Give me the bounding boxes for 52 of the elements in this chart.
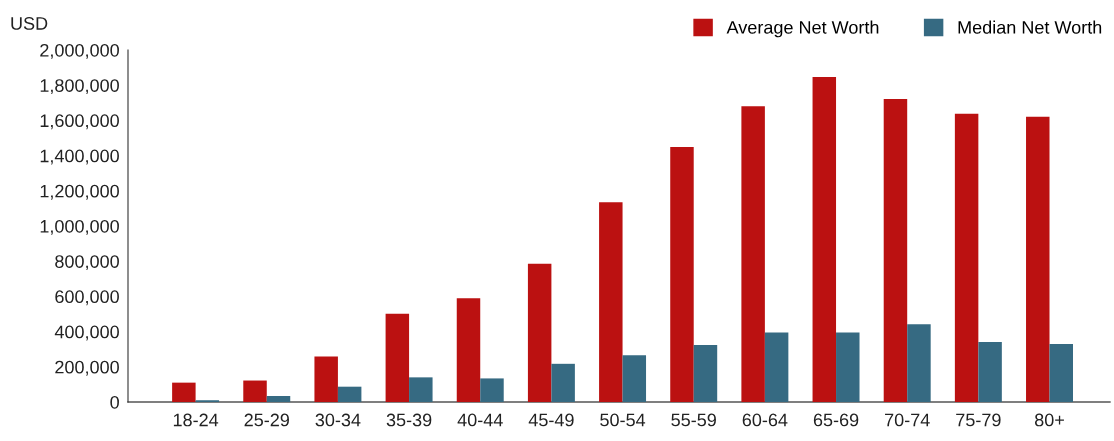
bar	[622, 355, 647, 402]
bar	[409, 377, 433, 402]
bar	[456, 298, 481, 402]
bar	[243, 380, 267, 402]
x-tick-label: 40-44	[457, 413, 503, 427]
x-tick-label: 60-64	[742, 413, 788, 427]
bar	[978, 341, 1002, 402]
x-tick-label: 65-69	[813, 413, 859, 427]
x-tick-label: 30-34	[315, 413, 361, 427]
bar	[954, 113, 979, 402]
x-tick-label: 35-39	[386, 413, 432, 427]
bar	[172, 382, 196, 402]
x-tick-label: 45-49	[528, 413, 574, 427]
x-tick-label: 18-24	[173, 413, 219, 427]
bar	[551, 363, 575, 402]
y-tick-label: 1,600,000	[40, 114, 119, 130]
y-tick-label: 1,800,000	[40, 79, 119, 95]
y-tick-label: 2,000,000	[40, 43, 119, 59]
bar	[599, 202, 623, 402]
y-tick-label: 1,200,000	[40, 184, 119, 200]
x-tick-label: 50-54	[600, 413, 646, 427]
y-tick-label: 200,000	[55, 360, 119, 376]
bar	[812, 77, 837, 402]
bar	[1026, 116, 1050, 402]
bar	[527, 263, 552, 402]
x-tick-label: 25-29	[244, 413, 289, 427]
legend-label: Median Net Worth	[958, 20, 1102, 34]
bar	[385, 313, 410, 402]
bar	[883, 99, 908, 402]
x-tick-label: 70-74	[885, 413, 930, 427]
y-tick-label: 1,400,000	[40, 149, 119, 165]
x-tick-label: 55-59	[671, 413, 716, 427]
x-tick-label: 80+	[1034, 413, 1064, 427]
y-axis-title: USD	[11, 17, 48, 30]
y-tick-label: 800,000	[55, 255, 119, 271]
y-tick-label: 0	[110, 395, 119, 409]
bar	[670, 146, 694, 402]
x-tick-label: 75-79	[956, 413, 1001, 427]
y-tick-label: 1,000,000	[40, 219, 119, 235]
bar	[314, 356, 338, 402]
legend-label: Average Net Worth	[726, 20, 879, 38]
y-tick-label: 600,000	[55, 290, 119, 306]
y-tick-label: 400,000	[54, 325, 119, 341]
bar	[266, 396, 291, 402]
bar	[907, 324, 931, 402]
bar	[693, 344, 718, 402]
bar	[836, 332, 860, 402]
bar	[1049, 343, 1073, 402]
bar	[764, 332, 789, 402]
bar	[741, 106, 765, 402]
bar	[480, 378, 504, 402]
bar	[337, 386, 362, 402]
